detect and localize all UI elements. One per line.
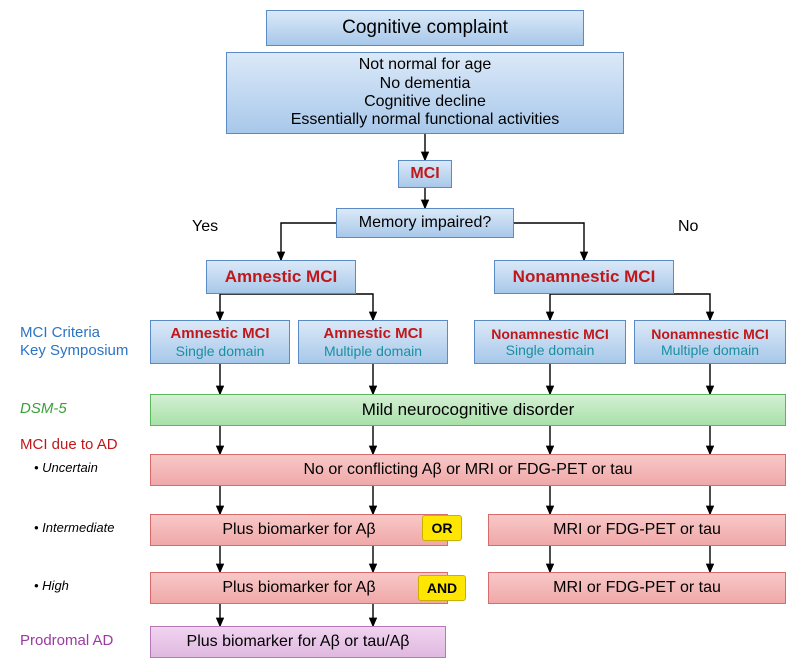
node-dsm5: Mild neurocognitive disorder: [150, 394, 786, 426]
or-pill: OR: [422, 515, 462, 541]
node-mci: MCI: [398, 160, 452, 188]
node-high-left: Plus biomarker for Aβ: [150, 572, 448, 604]
node-intermediate-right: MRI or FDG-PET or tau: [488, 514, 786, 546]
label-uncertain: • Uncertain: [34, 460, 98, 475]
label-yes: Yes: [192, 218, 218, 236]
text: OR: [432, 520, 453, 536]
text: Plus biomarker for Aβ: [222, 579, 375, 597]
label-intermediate: • Intermediate: [34, 520, 114, 535]
line: Not normal for age: [359, 56, 492, 74]
text: Plus biomarker for Aβ: [222, 521, 375, 539]
text: Mild neurocognitive disorder: [362, 400, 575, 420]
line: Cognitive decline: [364, 93, 486, 111]
text: Amnestic MCI: [225, 267, 337, 287]
text: No or conflicting Aβ or MRI or FDG-PET o…: [303, 461, 632, 479]
text: MRI or FDG-PET or tau: [553, 579, 721, 597]
line1: Nonamnestic MCI: [651, 326, 768, 342]
text: Plus biomarker for Aβ or tau/Aβ: [187, 633, 410, 651]
line2: Multiple domain: [661, 342, 759, 358]
node-amnestic-multiple: Amnestic MCI Multiple domain: [298, 320, 448, 364]
label-mci-criteria-1: MCI Criteria: [20, 324, 100, 341]
node-intermediate-left: Plus biomarker for Aβ: [150, 514, 448, 546]
label-no: No: [678, 218, 698, 236]
line: Essentially normal functional activities: [291, 111, 560, 129]
line1: Nonamnestic MCI: [491, 326, 608, 342]
text: AND: [427, 580, 457, 596]
label-prodromal: Prodromal AD: [20, 632, 113, 649]
node-prodromal: Plus biomarker for Aβ or tau/Aβ: [150, 626, 446, 658]
node-nonamnestic-multiple: Nonamnestic MCI Multiple domain: [634, 320, 786, 364]
node-nonamnestic-mci: Nonamnestic MCI: [494, 260, 674, 294]
and-pill: AND: [418, 575, 466, 601]
text: Nonamnestic MCI: [513, 267, 656, 287]
line2: Single domain: [176, 343, 265, 359]
text: MCI: [410, 165, 439, 183]
line2: Multiple domain: [324, 343, 422, 359]
node-cognitive-complaint: Cognitive complaint: [266, 10, 584, 46]
line1: Amnestic MCI: [170, 325, 269, 342]
line2: Single domain: [506, 342, 595, 358]
label-mci-criteria-2: Key Symposium: [20, 342, 128, 359]
node-nonamnestic-single: Nonamnestic MCI Single domain: [474, 320, 626, 364]
label-high: • High: [34, 578, 69, 593]
node-uncertain: No or conflicting Aβ or MRI or FDG-PET o…: [150, 454, 786, 486]
text: MRI or FDG-PET or tau: [553, 521, 721, 539]
node-amnestic-single: Amnestic MCI Single domain: [150, 320, 290, 364]
text: Cognitive complaint: [342, 17, 508, 39]
node-high-right: MRI or FDG-PET or tau: [488, 572, 786, 604]
label-dsm5: DSM-5: [20, 400, 67, 417]
node-memory-question: Memory impaired?: [336, 208, 514, 238]
node-criteria: Not normal for age No dementia Cognitive…: [226, 52, 624, 134]
node-amnestic-mci: Amnestic MCI: [206, 260, 356, 294]
line1: Amnestic MCI: [323, 325, 422, 342]
line: No dementia: [380, 75, 471, 93]
text: Memory impaired?: [359, 214, 491, 232]
label-mci-due-to-ad: MCI due to AD: [20, 436, 118, 453]
